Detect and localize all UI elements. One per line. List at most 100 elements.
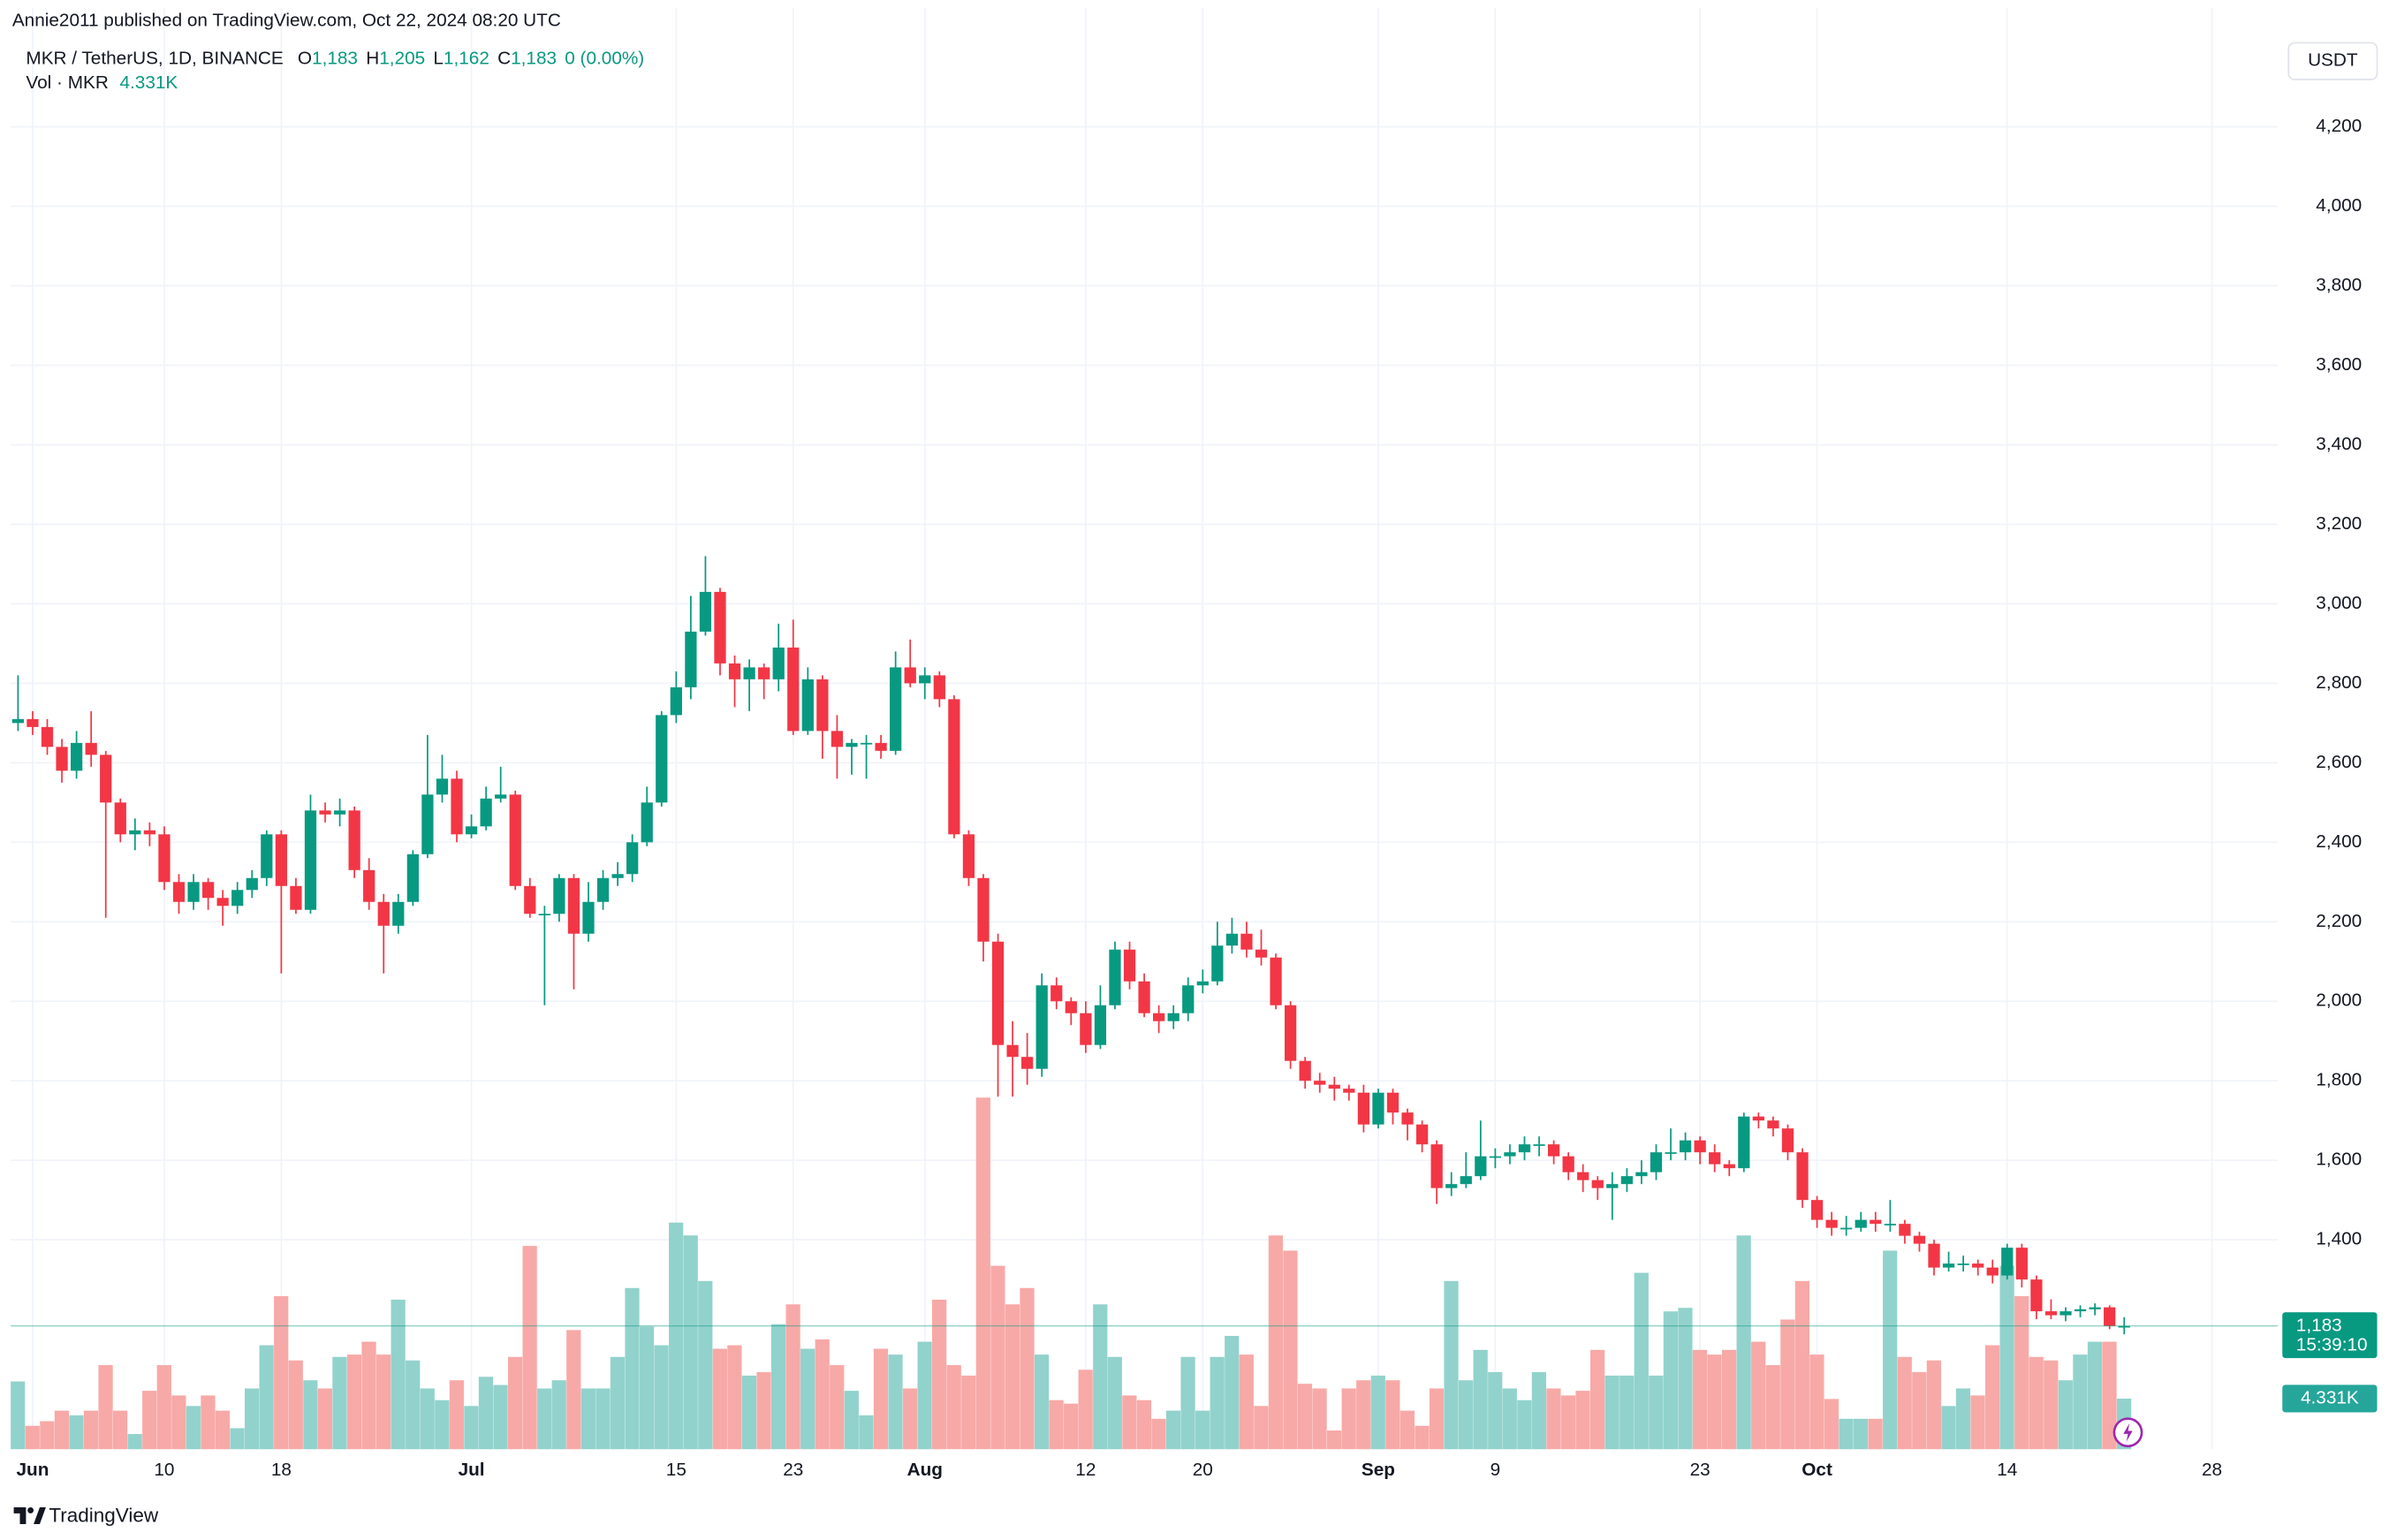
y-tick-label: 1,600 bbox=[2316, 1149, 2362, 1170]
ohlc-value: 1,162 bbox=[444, 49, 489, 69]
candle-body bbox=[1738, 1116, 1750, 1169]
volume-bar bbox=[127, 1434, 142, 1450]
x-tick-label: 18 bbox=[271, 1460, 292, 1480]
volume-bar bbox=[1034, 1354, 1050, 1450]
candle-body bbox=[1694, 1140, 1706, 1153]
volume-bar bbox=[493, 1384, 508, 1450]
volume-bar bbox=[1165, 1410, 1181, 1450]
volume-bar bbox=[844, 1391, 859, 1450]
volume-bar bbox=[11, 1381, 26, 1450]
candle-body bbox=[85, 742, 97, 755]
price-tag-label: 1,183 bbox=[2296, 1315, 2342, 1335]
volume-bar bbox=[1780, 1319, 1795, 1450]
candle-body bbox=[275, 834, 287, 886]
volume-bar bbox=[1589, 1349, 1605, 1450]
volume-bar bbox=[712, 1348, 727, 1450]
volume-bar bbox=[756, 1371, 771, 1450]
x-tick-label: Oct bbox=[1802, 1460, 1832, 1480]
candle-body bbox=[100, 755, 112, 803]
logo-part bbox=[34, 1506, 46, 1525]
volume-bar bbox=[2073, 1354, 2088, 1450]
candle-body bbox=[246, 877, 258, 891]
candle-body bbox=[1591, 1180, 1604, 1188]
candle-body bbox=[1723, 1164, 1735, 1169]
candle-body bbox=[1475, 1156, 1487, 1177]
volume-bar bbox=[1649, 1375, 1664, 1450]
candle-body bbox=[728, 663, 741, 679]
x-tick-label: 12 bbox=[1075, 1460, 1096, 1480]
candle-body bbox=[1386, 1092, 1400, 1113]
candle-body bbox=[1781, 1128, 1794, 1153]
volume-bar bbox=[639, 1326, 655, 1450]
candle-body bbox=[1942, 1263, 1955, 1268]
volume-bar bbox=[391, 1300, 406, 1450]
volume-bar bbox=[1619, 1375, 1635, 1450]
candle-body bbox=[70, 742, 83, 771]
candle-body bbox=[304, 810, 317, 910]
volume-bar bbox=[1941, 1406, 1956, 1450]
volume-bar bbox=[2058, 1380, 2073, 1450]
logo-part bbox=[13, 1506, 27, 1525]
volume-bar bbox=[1136, 1400, 1152, 1450]
ohlc-label: O bbox=[298, 49, 312, 69]
ohlc-value: 1,183 bbox=[511, 49, 557, 69]
candle-body bbox=[2044, 1311, 2058, 1316]
countdown: 15:39:10 bbox=[2296, 1335, 2368, 1355]
x-tick-label: 23 bbox=[783, 1460, 803, 1480]
candle-body bbox=[1460, 1176, 1472, 1185]
candle-body bbox=[363, 869, 375, 902]
x-tick-label: Jul bbox=[459, 1460, 485, 1480]
ohlc-label: H bbox=[366, 49, 379, 69]
candle-body bbox=[187, 882, 200, 902]
candle-body bbox=[1021, 1057, 1034, 1069]
candle-body bbox=[129, 830, 141, 835]
volume-bar bbox=[551, 1380, 566, 1450]
axis-layer: 1,400 1,600 1,800 2,000 2,200 2,400 2,600 2,800… bbox=[11, 116, 2378, 1480]
volume-bar bbox=[478, 1377, 494, 1450]
candle-body bbox=[1225, 933, 1239, 946]
y-tick-label: 2,400 bbox=[2316, 831, 2362, 852]
volume-bar bbox=[1195, 1410, 1210, 1450]
candle-body bbox=[641, 802, 653, 843]
candle-body bbox=[1328, 1084, 1340, 1089]
candle-body bbox=[890, 667, 902, 751]
volume-bar bbox=[1999, 1265, 2014, 1450]
candle-body bbox=[860, 742, 873, 745]
volume-bar bbox=[595, 1388, 611, 1450]
candle-body bbox=[611, 874, 624, 878]
candle-body bbox=[216, 898, 229, 907]
volume-bar bbox=[902, 1388, 918, 1450]
volume-bar bbox=[142, 1391, 157, 1450]
volume-bar bbox=[1268, 1235, 1284, 1450]
candle-body bbox=[1430, 1144, 1443, 1188]
x-tick-label: 23 bbox=[1690, 1460, 1711, 1480]
volume-bar bbox=[1356, 1380, 1371, 1450]
candle-body bbox=[1928, 1243, 1940, 1268]
volume-bar bbox=[888, 1354, 903, 1450]
ohlc-value: 1,183 bbox=[312, 49, 358, 69]
candle-body bbox=[991, 941, 1005, 1045]
volume-bar bbox=[917, 1341, 932, 1450]
volume-bar bbox=[1721, 1349, 1737, 1450]
volume-bar bbox=[1473, 1349, 1488, 1450]
candle-body bbox=[436, 778, 449, 795]
y-tick-label: 3,400 bbox=[2316, 434, 2362, 454]
candle-body bbox=[290, 885, 302, 910]
volume-bar bbox=[800, 1348, 815, 1450]
candle-body bbox=[685, 631, 697, 687]
volume-bar bbox=[566, 1330, 581, 1450]
candle-body bbox=[1051, 985, 1063, 1002]
x-tick-label: Sep bbox=[1362, 1460, 1395, 1480]
volume-bar bbox=[1678, 1308, 1693, 1450]
candle-body bbox=[480, 798, 492, 827]
volume-bar bbox=[2102, 1341, 2117, 1450]
volume-bar bbox=[1400, 1410, 1415, 1450]
candle-body bbox=[1547, 1144, 1560, 1157]
candle-body bbox=[1577, 1172, 1589, 1180]
legend-line: MKR / TetherUS, 1D, BINANCE O1,183 H1,20… bbox=[26, 49, 644, 69]
volume-bar bbox=[1809, 1354, 1824, 1450]
volume-bar bbox=[1444, 1280, 1459, 1450]
volume-bar bbox=[2087, 1341, 2103, 1450]
currency-box[interactable] bbox=[2287, 42, 2378, 80]
candle-body bbox=[714, 591, 726, 664]
